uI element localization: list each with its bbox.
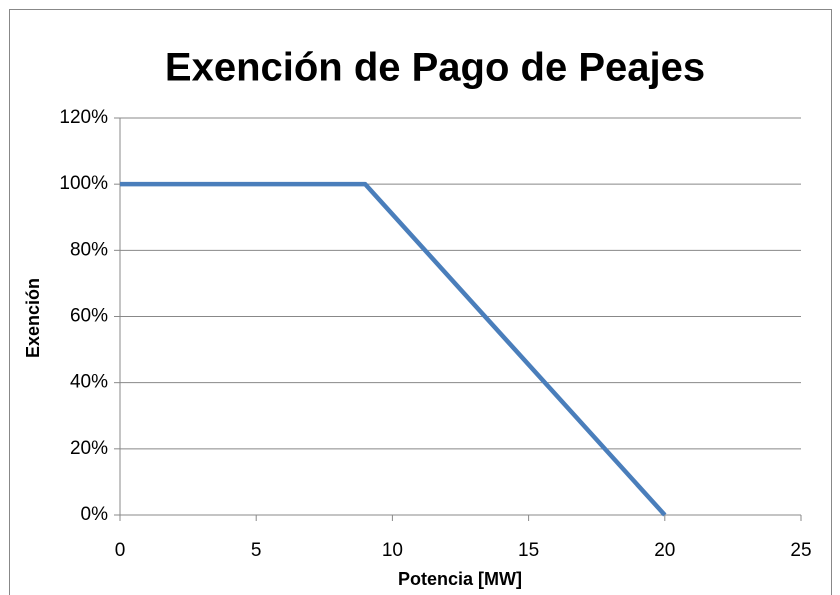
x-axis-title: Potencia [MW] [398,569,522,589]
y-tick-label: 0% [81,504,109,525]
data-line [120,181,667,517]
y-axis-title: Exención [23,278,43,358]
y-tick-label: 20% [70,438,108,459]
chart-frame [9,9,832,595]
x-tick-label: 5 [251,540,262,561]
x-tick-label: 0 [115,540,126,561]
y-tick-label: 120% [59,107,108,128]
x-tick-label: 20 [654,540,675,561]
x-tick-label: 25 [790,540,811,561]
x-tick-label: 15 [518,540,539,561]
chart-title: Exención de Pago de Peajes [165,46,705,90]
y-tick-label: 40% [70,372,108,393]
x-tick-label: 10 [382,540,403,561]
y-tick-label: 100% [59,173,108,194]
y-tick-label: 80% [70,239,108,260]
y-tick-label: 60% [70,306,108,327]
